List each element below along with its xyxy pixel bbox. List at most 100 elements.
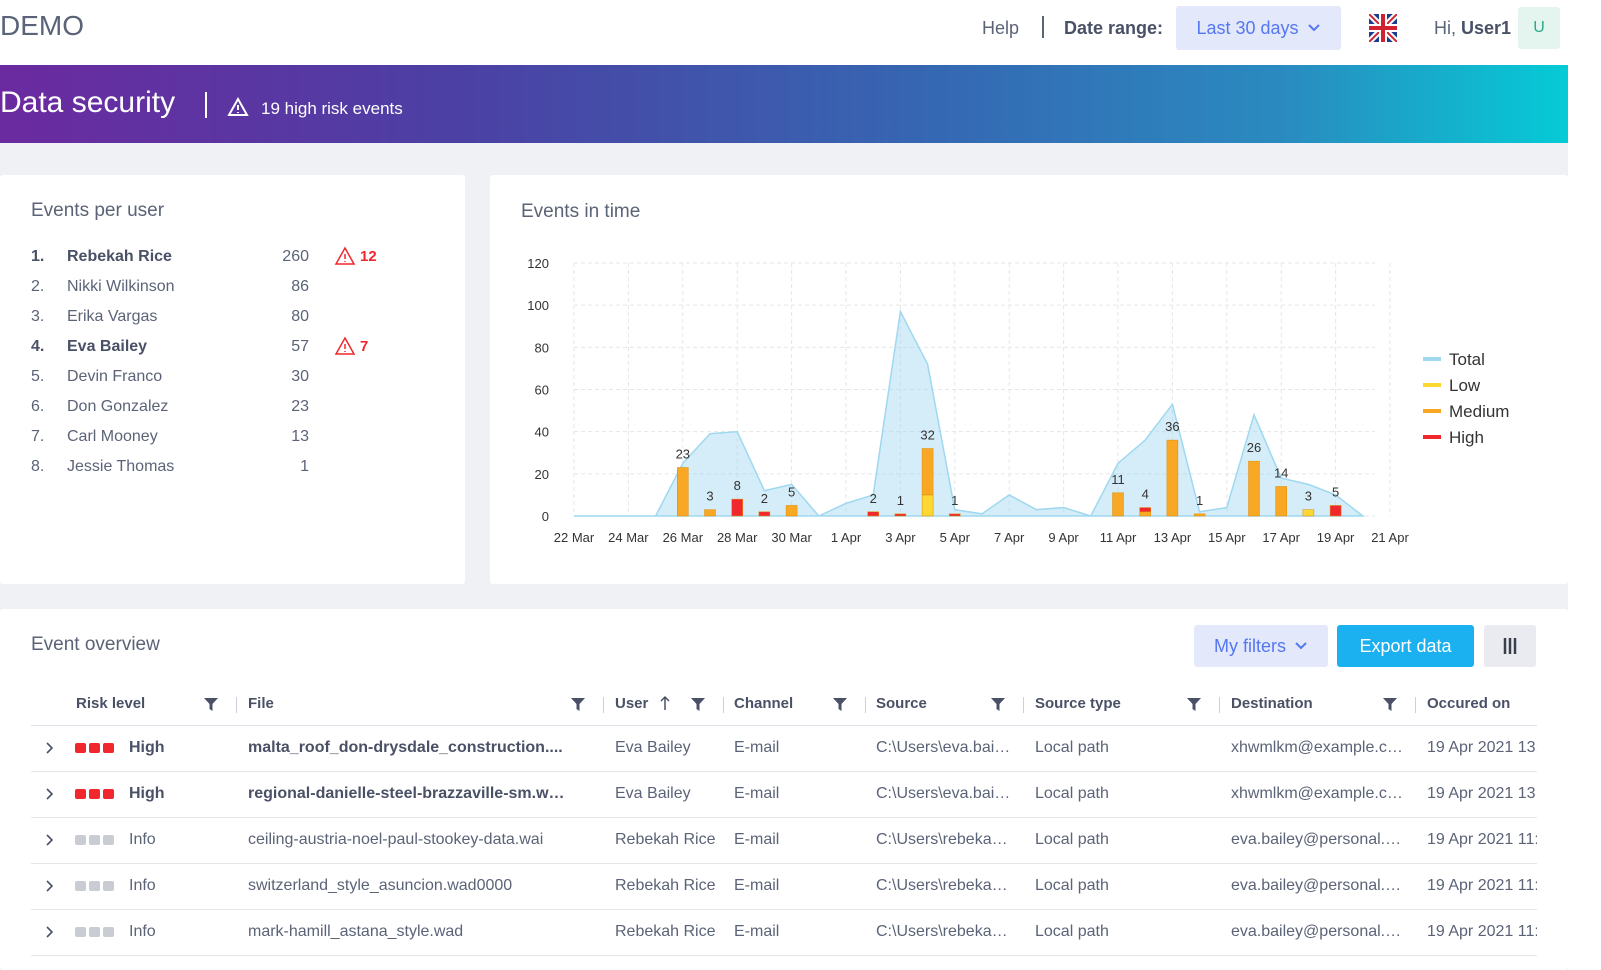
x-tick-label: 13 Apr (1154, 530, 1192, 545)
user-rank: 4. (31, 338, 45, 355)
column-separator (1219, 697, 1220, 713)
table-card: Event overview My filters Export data Ri… (0, 609, 1568, 970)
user-count: 260 (282, 248, 309, 265)
row-border (31, 771, 1537, 772)
bar-segment (921, 448, 934, 496)
bar-segment (731, 498, 743, 517)
table-cell: E-mail (734, 923, 780, 940)
user-name: Eva Bailey (67, 338, 148, 355)
table-cell: switzerland_style_asuncion.wad0000 (248, 877, 513, 894)
card-title: Event overview (31, 634, 160, 655)
risk-square (103, 881, 114, 891)
bar-label: 11 (1111, 472, 1125, 487)
column-header: Occured on (1427, 695, 1511, 712)
risk-level: High (129, 785, 165, 802)
table-cell: Eva Bailey (615, 785, 691, 802)
banner-alert: 19 high risk events (261, 99, 403, 118)
column-separator (1415, 697, 1416, 713)
bar-label: 5 (1332, 484, 1339, 499)
filter-icon[interactable] (203, 696, 219, 712)
user-rank: 3. (31, 308, 45, 325)
filter-icon[interactable] (1382, 696, 1398, 712)
bar-segment (785, 505, 798, 517)
bar-label: 23 (676, 447, 690, 462)
divider (205, 92, 207, 118)
expand-chevron[interactable] (44, 925, 56, 939)
date-range-select[interactable]: Last 30 days (1176, 6, 1341, 50)
warning-shape (334, 336, 356, 355)
chevron-shape (46, 834, 54, 846)
columns-button[interactable] (1484, 625, 1536, 667)
filter-icon[interactable] (570, 696, 586, 712)
filter-icon[interactable] (832, 696, 848, 712)
table-cell: Rebekah Rice (615, 923, 716, 940)
help-link[interactable]: Help (982, 18, 1020, 38)
user-name: User1 (1461, 18, 1512, 38)
expand-chevron[interactable] (44, 787, 56, 801)
filter-icon[interactable] (990, 696, 1006, 712)
user-count: 30 (291, 368, 309, 385)
my-filters-button[interactable]: My filters (1194, 625, 1328, 667)
bar-segment (1248, 460, 1260, 517)
expand-chevron[interactable] (44, 833, 56, 847)
risk-square (75, 927, 86, 937)
user-rank: 1. (31, 248, 45, 265)
total-area (574, 309, 1365, 517)
legend-label: Medium (1449, 402, 1509, 421)
warning-icon (227, 97, 249, 116)
column-separator (236, 697, 237, 713)
bar-segment (921, 494, 934, 517)
avatar[interactable]: U (1518, 7, 1560, 49)
x-tick-label: 17 Apr (1262, 530, 1300, 545)
user-count: 1 (300, 458, 309, 475)
divider (1042, 16, 1044, 38)
table-cell: E-mail (734, 877, 780, 894)
bar-segment (758, 511, 771, 517)
expand-chevron[interactable] (44, 879, 56, 893)
x-tick-label: 9 Apr (1048, 530, 1079, 545)
y-tick-label: 120 (527, 256, 549, 271)
column-separator (1023, 697, 1024, 713)
chevron (1307, 24, 1320, 32)
card-title: Events per user (31, 200, 165, 221)
column-separator (865, 697, 866, 713)
date-range-value: Last 30 days (1196, 17, 1299, 38)
bar-label: 2 (870, 491, 877, 506)
risk-level: Info (129, 831, 156, 848)
table-cell: C:\Users\eva.bai… (876, 785, 1011, 802)
user-name: Nikki Wilkinson (67, 278, 175, 295)
bar-label: 3 (1305, 489, 1312, 504)
user-rank: 2. (31, 278, 45, 295)
filter-icon[interactable] (690, 696, 706, 712)
bar-segment (867, 511, 879, 517)
row-border (31, 955, 1537, 956)
column-header: User (615, 695, 649, 712)
table-cell: eva.bailey@personal.… (1231, 831, 1402, 848)
risk-square (103, 743, 114, 753)
filter-shape (691, 698, 705, 711)
x-tick-label: 19 Apr (1317, 530, 1355, 545)
filter-icon[interactable] (1186, 696, 1202, 712)
x-tick-label: 11 Apr (1100, 530, 1137, 545)
warning-icon (334, 246, 356, 265)
risk-square (103, 835, 114, 845)
chevron-shape (46, 880, 54, 892)
bar-segment (1139, 511, 1151, 517)
user-name: Jessie Thomas (67, 458, 175, 475)
brand: DEMO (0, 10, 84, 41)
x-tick-label: 5 Apr (940, 530, 971, 545)
risk-level: Info (129, 877, 156, 894)
banner-title: Data security (0, 86, 176, 119)
table-cell: ceiling-austria-noel-paul-stookey-data.w… (248, 831, 544, 848)
language-flag[interactable] (1369, 14, 1397, 42)
risk-square (75, 881, 86, 891)
export-button[interactable]: Export data (1337, 625, 1474, 667)
filter-shape (991, 698, 1005, 711)
bar-label: 4 (1142, 487, 1149, 502)
x-tick-label: 26 Mar (663, 530, 704, 545)
users-card: Events per user 1. Rebekah Rice 260 12 2. Nik… (0, 175, 465, 584)
sort-icon[interactable] (659, 695, 671, 711)
chart-card: Events in time 0 20 40 60 80 100 120 22 Mar 24 M… (490, 175, 1568, 584)
risk-square (103, 927, 114, 937)
expand-chevron[interactable] (44, 741, 56, 755)
